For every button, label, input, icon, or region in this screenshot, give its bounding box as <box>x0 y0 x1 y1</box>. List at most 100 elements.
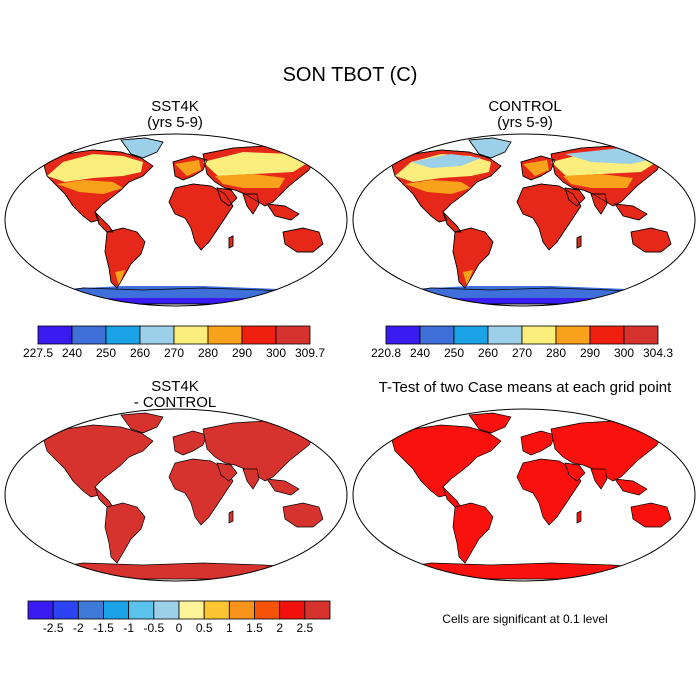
band-asia-cool <box>203 152 309 176</box>
coastline-greenland <box>468 137 512 159</box>
coastline-south-america <box>452 227 494 289</box>
coastline-north-america <box>42 149 154 223</box>
band-europe <box>523 160 549 176</box>
colorbar-diff: -2.5 -2 -1.5 -1 -0.5 0 0.5 1 1.5 2 2.5 <box>27 600 331 635</box>
coastline-australia <box>282 227 324 253</box>
map-content <box>353 409 695 581</box>
coastline-arabia <box>216 187 238 207</box>
band-canada-cold <box>411 154 481 168</box>
continent-india <box>590 468 608 490</box>
panel-title-diff: SST4K - CONTROL <box>75 379 275 411</box>
colorbar-box <box>279 600 306 620</box>
band-north-america-mid <box>405 180 471 194</box>
band-asia-mid <box>563 174 633 188</box>
continent-greenland <box>468 412 512 434</box>
colorbar-box <box>228 600 255 620</box>
figure-title: SON TBOT (C) <box>282 64 418 86</box>
colorbar-tick-label: 260 <box>478 346 498 360</box>
colorbar-tick-label: 2.5 <box>296 621 313 635</box>
continent-greenland <box>120 412 164 434</box>
continent-se-asia <box>266 478 300 496</box>
colorbar-tick-label: 300 <box>614 346 634 360</box>
panel-title-line1: CONTROL <box>488 98 562 115</box>
colorbar-box <box>52 600 79 620</box>
ocean <box>5 409 347 581</box>
coastline-india <box>242 193 260 215</box>
coastline-south-america <box>104 227 146 289</box>
continent-europe <box>172 430 208 456</box>
colorbar-box <box>203 600 230 620</box>
panel-title-line2: (yrs 5-9) <box>497 114 553 131</box>
coastline-arabia <box>564 187 586 207</box>
continent-australia <box>630 502 672 528</box>
colorbar-box <box>153 600 180 620</box>
map-border <box>4 408 348 582</box>
band-patagonia <box>115 270 125 286</box>
colorbar-tick-label: 270 <box>164 346 184 360</box>
colorbar-tick-label: 240 <box>62 346 82 360</box>
map-border <box>352 133 696 307</box>
coastline-africa <box>168 183 234 251</box>
colorbar-box <box>139 325 175 345</box>
coastline-australia <box>630 227 672 253</box>
continent-arabia <box>564 462 586 482</box>
ocean <box>5 134 347 306</box>
panel-title-line1: T-Test of two Case means at each grid po… <box>378 379 672 396</box>
map-content <box>5 409 347 581</box>
colorbar-box <box>128 600 155 620</box>
colorbar-box <box>275 325 311 345</box>
colorbar-tick-label: 240 <box>410 346 430 360</box>
continent-madagascar <box>576 510 582 524</box>
band-asia-mid <box>215 174 285 188</box>
continent-se-asia <box>614 478 648 496</box>
map-ttest <box>352 408 696 582</box>
panel-title-ttest: T-Test of two Case means at each grid po… <box>350 380 700 396</box>
colorbar-tick-label: 2 <box>276 621 283 635</box>
colorbar-box <box>419 325 455 345</box>
continent-north-america <box>42 424 154 498</box>
coastline-madagascar <box>576 235 582 249</box>
map-border <box>4 133 348 307</box>
colorbar-tick-label: -2.5 <box>43 621 64 635</box>
continent-antarctica <box>370 562 682 580</box>
continent-africa <box>516 458 582 526</box>
colorbar-box <box>103 600 130 620</box>
panel-title-control: CONTROL (yrs 5-9) <box>425 99 625 131</box>
colorbar-tick-label: 309.7 <box>295 346 325 360</box>
colorbar-box <box>589 325 625 345</box>
continent-south-america <box>452 502 494 564</box>
coastline-india <box>590 193 608 215</box>
colorbar-tick-label: 304.3 <box>643 346 673 360</box>
colorbar-tick-label: 1.5 <box>246 621 263 635</box>
continent-north-america <box>390 424 502 498</box>
ocean <box>353 409 695 581</box>
colorbar-tick-label: -1.5 <box>93 621 114 635</box>
colorbar-tick-label: 0.5 <box>196 621 213 635</box>
map-content <box>353 134 695 306</box>
colorbar-tick-label: 300 <box>266 346 286 360</box>
colorbar-control: 220.8 240 250 260 270 280 290 300 304.3 <box>371 325 673 360</box>
coastline-europe <box>520 155 556 181</box>
continent-australia <box>282 502 324 528</box>
colorbar-tick-label: 0 <box>176 621 183 635</box>
colorbar-box <box>71 325 107 345</box>
continent-europe <box>520 430 556 456</box>
coastline-central-america <box>442 211 462 233</box>
colorbar-tick-label: 250 <box>444 346 464 360</box>
coastline-africa <box>516 183 582 251</box>
colorbar-box <box>207 325 243 345</box>
colorbar-tick-label: -0.5 <box>143 621 164 635</box>
coastline-greenland <box>120 137 164 159</box>
map-content <box>5 134 347 306</box>
colorbar-box <box>521 325 557 345</box>
colorbar-tick-label: -2 <box>73 621 84 635</box>
colorbar-box <box>487 325 523 345</box>
panel-title-line1: SST4K <box>151 378 199 395</box>
colorbar-tick-label: 220.8 <box>371 346 401 360</box>
continent-arabia <box>216 462 238 482</box>
colorbar-box <box>241 325 277 345</box>
colorbar-tick-label: 227.5 <box>23 346 53 360</box>
colorbar-box <box>254 600 281 620</box>
coastline-north-america <box>390 149 502 223</box>
band-patagonia <box>463 270 473 286</box>
